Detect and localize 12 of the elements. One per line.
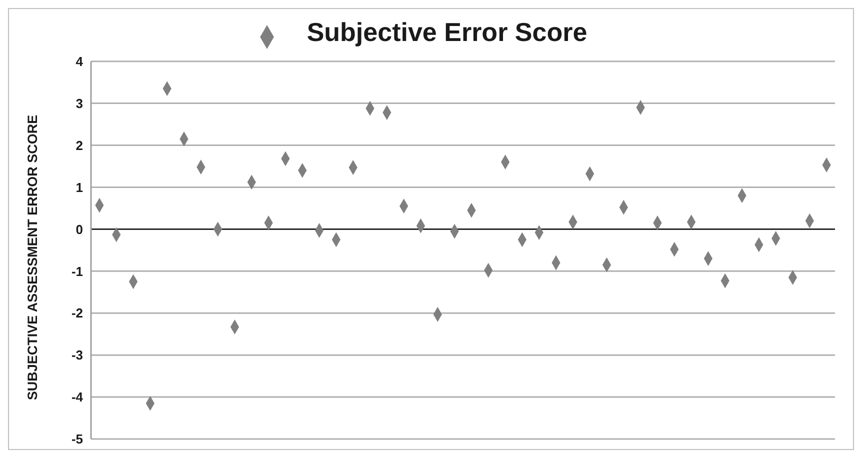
y-tick-label: 3 (76, 96, 83, 111)
legend-label: Subjective Error Score (306, 17, 588, 47)
y-tick-label: -4 (71, 390, 84, 405)
y-tick-label: -2 (71, 306, 83, 321)
y-tick-label: -3 (71, 348, 83, 363)
y-tick-label: -5 (71, 432, 83, 447)
y-tick-label: 4 (76, 54, 84, 69)
y-tick-label: 0 (76, 222, 83, 237)
y-tick-label: 1 (76, 180, 83, 195)
y-tick-label: 2 (76, 138, 83, 153)
y-tick-label: -1 (71, 264, 83, 279)
y-axis-title: SUBJECTIVE ASSESSMENT ERROR SCORE (24, 114, 40, 400)
